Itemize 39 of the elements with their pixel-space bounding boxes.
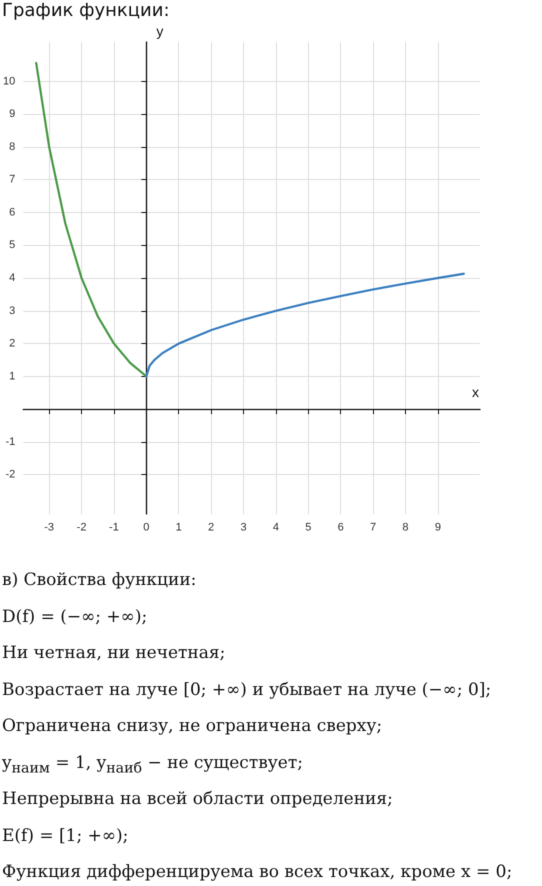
line-series bbox=[145, 272, 465, 378]
x-tick-label: 2 bbox=[208, 522, 214, 534]
x-tick-label: -3 bbox=[44, 522, 54, 534]
x-tick-label: -1 bbox=[109, 522, 119, 534]
text: в) Свойства функции: bbox=[2, 569, 198, 592]
x-tick-label: 0 bbox=[143, 522, 150, 534]
x-tick-label: 6 bbox=[338, 522, 344, 534]
line-series bbox=[35, 62, 148, 378]
y-tick-label: 6 bbox=[9, 206, 16, 218]
x-tick-label: 3 bbox=[240, 522, 247, 534]
text: Ограничена снизу, не ограничена сверху; bbox=[2, 715, 384, 738]
y-tick-label: 1 bbox=[9, 370, 16, 382]
chart-title: График функции: bbox=[2, 0, 170, 21]
x-axis-title: x bbox=[472, 384, 479, 400]
y-tick-label: 4 bbox=[9, 272, 16, 284]
text: y$_{наим}$ = 1, y$_{наиб}$ − не существует; bbox=[2, 752, 304, 778]
text: Возрастает на луче [0; +∞) и убывает на луче (−∞; 0]; bbox=[2, 678, 492, 702]
text: E(f) = [1; +∞); bbox=[2, 824, 130, 848]
text: Функция дифференцируема во всех точках, кроме x = 0; bbox=[2, 861, 514, 884]
text: Непрерывна на всей области определения; bbox=[2, 788, 394, 811]
x-tick-label: 9 bbox=[434, 522, 441, 534]
y-tick-label: 5 bbox=[9, 239, 16, 252]
text: Ни четная, ни нечетная; bbox=[2, 642, 226, 665]
y-tick-label: 2 bbox=[9, 338, 16, 350]
x-tick-label: 5 bbox=[305, 522, 312, 534]
x-tick-label: 8 bbox=[402, 522, 409, 534]
y-tick-label: 7 bbox=[9, 174, 16, 186]
y-tick-label: 3 bbox=[9, 304, 16, 317]
y-tick-label: -1 bbox=[5, 436, 16, 448]
y-tick-label: -2 bbox=[5, 468, 16, 481]
x-tick-label: 1 bbox=[176, 522, 182, 534]
x-tick-label: 4 bbox=[272, 522, 279, 534]
y-axis-title: y bbox=[156, 23, 164, 39]
y-tick-label: 10 bbox=[2, 75, 16, 88]
y-tick-label: 8 bbox=[9, 140, 16, 153]
x-tick-label: -2 bbox=[76, 522, 86, 534]
text: D(f) = (−∞; +∞); bbox=[2, 606, 148, 628]
x-tick-label: 7 bbox=[370, 522, 376, 534]
y-tick-label: 9 bbox=[9, 108, 16, 120]
